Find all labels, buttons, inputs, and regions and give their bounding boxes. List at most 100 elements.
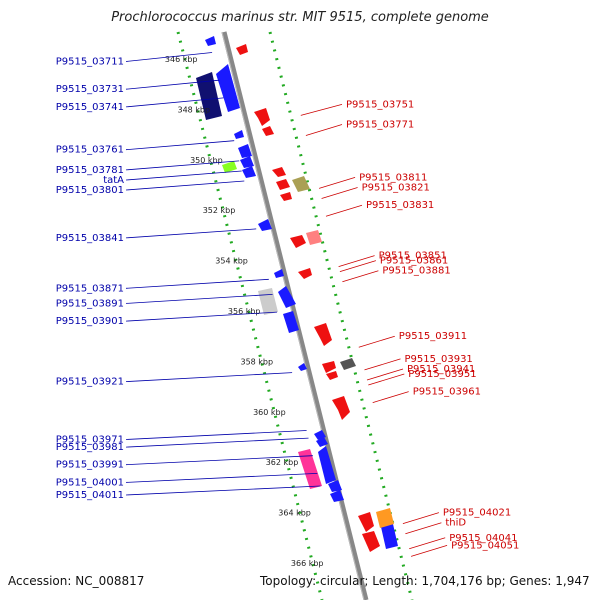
gene-feature-reverse[interactable] [216, 64, 240, 112]
reverse-gene-label[interactable]: tatA [103, 175, 124, 186]
gene-feature-forward[interactable] [332, 396, 350, 420]
gene-feature-reverse[interactable] [328, 480, 342, 492]
reverse-gene-leader [125, 170, 242, 181]
scale-tick-label: 354 kbp [215, 257, 248, 266]
gene-feature-reverse[interactable] [283, 311, 299, 333]
forward-gene-leader [321, 187, 358, 199]
reverse-gene-leader [125, 278, 269, 289]
scale-tick-label: 364 kbp [278, 509, 311, 518]
reverse-gene-label[interactable]: P9515_03781 [56, 165, 124, 176]
gene-feature-forward[interactable] [280, 192, 292, 201]
forward-gene-leader [409, 537, 446, 550]
forward-gene-label[interactable]: P9515_04051 [451, 540, 519, 551]
gene-feature-reverse[interactable] [274, 269, 284, 278]
forward-gene-label[interactable]: P9515_04041 [449, 533, 517, 544]
reverse-gene-leader [125, 52, 213, 62]
gene-feature-reverse[interactable] [258, 219, 272, 231]
scale-tick-label: 352 kbp [203, 206, 236, 215]
gene-feature-darkgray[interactable] [340, 358, 356, 370]
scale-tick-label: 360 kbp [253, 408, 286, 417]
forward-gene-leader [305, 124, 343, 136]
gene-feature-reverse[interactable] [316, 437, 328, 447]
forward-gene-label[interactable]: P9515_03751 [346, 99, 414, 110]
reverse-gene-label[interactable]: P9515_03801 [56, 185, 124, 196]
reverse-gene-leader [125, 485, 321, 496]
map-title: Prochlorococcus marinus str. MIT 9515, c… [111, 10, 489, 25]
forward-gene-label[interactable]: P9515_03941 [407, 364, 475, 375]
gene-feature-forward[interactable] [262, 126, 274, 136]
gene-feature-forward[interactable] [314, 323, 332, 346]
forward-gene-leader [325, 204, 363, 217]
reverse-gene-label[interactable]: P9515_03971 [56, 435, 124, 446]
gene-feature-olive[interactable] [292, 176, 310, 192]
forward-gene-label[interactable]: P9515_03771 [346, 120, 414, 131]
forward-gene-label[interactable]: thiD [445, 518, 466, 529]
reverse-gene-label[interactable]: P9515_03901 [56, 316, 124, 327]
gene-feature-reverse[interactable] [298, 363, 307, 371]
forward-gene-label[interactable]: P9515_03931 [405, 354, 473, 365]
scale-tick-label: 358 kbp [240, 357, 273, 366]
reverse-gene-label[interactable]: P9515_03761 [56, 145, 124, 156]
forward-gene-label[interactable]: P9515_03911 [399, 331, 467, 342]
forward-gene-label[interactable]: P9515_03951 [408, 369, 476, 380]
gene-feature-gray[interactable] [258, 288, 278, 315]
forward-gene-label[interactable]: P9515_03851 [379, 251, 447, 262]
forward-gene-leader [300, 104, 343, 116]
gene-feature-reverse[interactable] [318, 446, 336, 484]
reverse-gene-leader [125, 430, 307, 440]
forward-gene-label[interactable]: P9515_03831 [366, 200, 434, 211]
reverse-gene-label[interactable]: P9515_04001 [56, 477, 124, 488]
reverse-gene-label[interactable]: P9515_03871 [56, 283, 124, 294]
gene-feature-reverse[interactable] [278, 286, 296, 308]
gene-feature-pink[interactable] [298, 449, 322, 489]
gene-feature-forward[interactable] [326, 371, 338, 380]
gene-feature-forward[interactable] [236, 44, 248, 55]
gene-feature-reverse[interactable] [238, 144, 252, 158]
reverse-gene-label[interactable]: P9515_03731 [56, 84, 124, 95]
gene-feature-forward[interactable] [254, 108, 270, 126]
reverse-gene-leader [125, 311, 278, 322]
genome-summary-text: Topology: circular; Length: 1,704,176 bp… [260, 574, 590, 588]
forward-gene-label[interactable]: P9515_03811 [359, 172, 427, 183]
reverse-gene-leader [125, 228, 257, 239]
reverse-gene-leader [125, 437, 309, 448]
reverse-gene-label[interactable]: P9515_03991 [56, 460, 124, 471]
gene-feature-forward[interactable] [290, 235, 306, 248]
reverse-gene-label[interactable]: P9515_03981 [56, 442, 124, 453]
gene-feature-forward[interactable] [298, 268, 312, 279]
scale-line-forward [268, 31, 414, 600]
gene-feature-forward[interactable] [322, 361, 336, 373]
forward-gene-label[interactable]: P9515_04021 [443, 508, 511, 519]
forward-gene-label[interactable]: P9515_03861 [380, 256, 448, 267]
reverse-gene-leader [125, 294, 273, 304]
forward-gene-leader [405, 522, 442, 535]
gene-feature-salmon[interactable] [306, 230, 322, 245]
scale-tick-label: 346 kbp [165, 55, 198, 64]
gene-feature-reverse[interactable] [330, 490, 344, 502]
gene-feature-reverse[interactable] [196, 72, 222, 120]
reverse-gene-label[interactable]: P9515_03741 [56, 102, 124, 113]
forward-gene-leader [372, 391, 409, 403]
reverse-gene-label[interactable]: P9515_03891 [56, 298, 124, 309]
gene-feature-tatA[interactable] [222, 161, 237, 173]
forward-gene-label[interactable]: P9515_03961 [413, 387, 481, 398]
reverse-gene-label[interactable]: P9515_03841 [56, 233, 124, 244]
reverse-gene-label[interactable]: P9515_04011 [56, 490, 124, 501]
gene-feature-thiD[interactable] [376, 508, 394, 528]
reverse-gene-leader [125, 372, 293, 382]
gene-feature-forward[interactable] [362, 531, 380, 552]
gene-feature-forward[interactable] [272, 167, 286, 177]
gene-feature-reverse[interactable] [205, 36, 216, 46]
gene-feature-forward[interactable] [276, 179, 290, 190]
reverse-gene-label[interactable]: P9515_03711 [56, 57, 124, 68]
forward-gene-label[interactable]: P9515_03881 [382, 266, 450, 277]
gene-feature-reverse[interactable] [242, 166, 256, 178]
gene-feature-reverse[interactable] [381, 524, 398, 549]
gene-feature-reverse[interactable] [234, 130, 244, 139]
gene-feature-forward[interactable] [358, 512, 374, 532]
forward-gene-label[interactable]: P9515_03821 [362, 183, 430, 194]
reverse-gene-label[interactable]: P9515_03921 [56, 377, 124, 388]
gene-feature-reverse[interactable] [240, 156, 254, 168]
scale-tick-label: 350 kbp [190, 156, 223, 165]
